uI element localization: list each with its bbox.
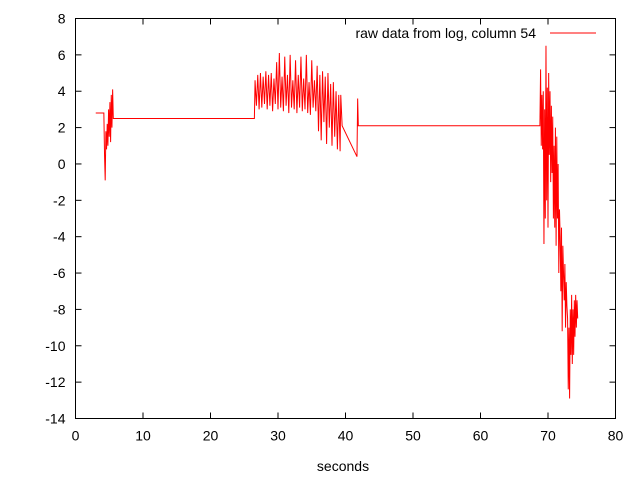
x-tick-label: 40: [338, 428, 354, 444]
x-tick-label: 20: [203, 428, 219, 444]
series-layer: [95, 45, 579, 399]
y-tick-label: 4: [58, 83, 66, 99]
y-tick-label: -4: [53, 229, 66, 245]
x-tick-label: 30: [270, 428, 286, 444]
axis-ticks: [75, 18, 616, 419]
y-tick-label: 2: [58, 120, 66, 136]
y-tick-label: -6: [53, 265, 66, 281]
y-tick-label: -14: [45, 411, 65, 427]
y-tick-label: 8: [58, 11, 66, 27]
legend: raw data from log, column 54: [355, 25, 596, 41]
y-tick-label: 0: [58, 156, 66, 172]
x-tick-label: 60: [473, 428, 489, 444]
x-axis-label: seconds: [317, 458, 369, 474]
tick-labels: 0 10 20 30 40 50 60 70 80 -14 -12 -10 -8 -6 -4 -2 0 2 4 6 8: [45, 11, 623, 444]
x-tick-label: 50: [405, 428, 421, 444]
series-line-0: [95, 45, 579, 399]
x-tick-label: 80: [608, 428, 624, 444]
y-tick-label: -8: [53, 301, 66, 317]
x-tick-label: 10: [135, 428, 151, 444]
y-tick-label: 6: [58, 47, 66, 63]
y-tick-label: -2: [53, 192, 66, 208]
x-tick-label: 0: [72, 428, 80, 444]
y-tick-label: -12: [45, 374, 65, 390]
y-tick-label: -10: [45, 338, 65, 354]
plot-frame: [75, 18, 616, 419]
legend-label: raw data from log, column 54: [355, 25, 536, 41]
x-tick-label: 70: [540, 428, 556, 444]
